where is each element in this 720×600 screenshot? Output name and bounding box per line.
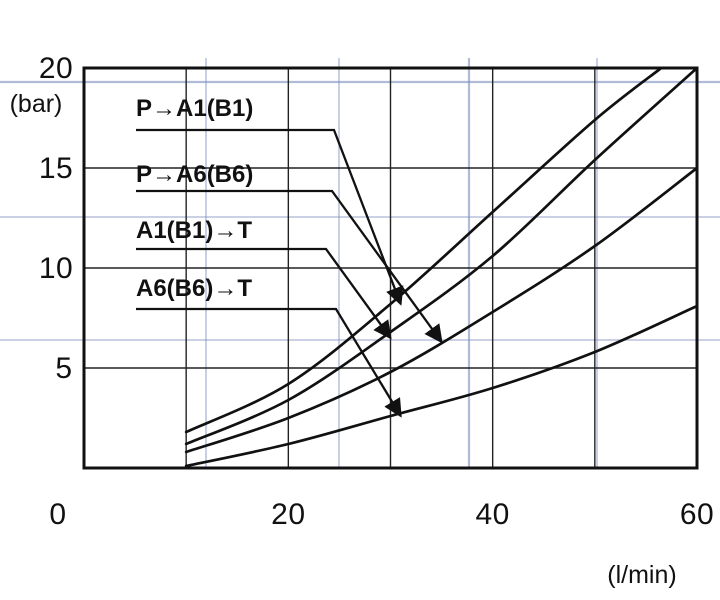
plot-frame <box>82 66 699 470</box>
background-grid <box>0 58 720 468</box>
y-axis-unit-label: (bar) <box>10 90 63 118</box>
annotation-label-1: P→A1(B1) <box>136 95 253 122</box>
annotation-label-4: A6(B6)→T <box>136 275 252 302</box>
x-tick-label: 20 <box>271 498 305 531</box>
series-line-1 <box>184 66 663 434</box>
plot-grid <box>84 68 697 468</box>
annotations: P→A1(B1) P→A6(B6) A1(B1)→T A6(B6)→T <box>136 95 443 418</box>
series-line-2 <box>184 66 699 446</box>
x-axis-unit-label: (l/min) <box>607 561 676 589</box>
series-lines <box>184 66 699 468</box>
y-tick-label: 15 <box>39 152 73 185</box>
series-line-4 <box>184 304 699 468</box>
origin-label: 0 <box>49 498 66 531</box>
y-tick-label: 10 <box>39 252 73 285</box>
annotation-label-2: P→A6(B6) <box>136 161 253 188</box>
series-line-3 <box>184 166 699 454</box>
axis-ticks: 5 10 15 20 20 40 60 <box>39 52 714 531</box>
annotation-label-3: A1(B1)→T <box>136 217 252 244</box>
annotation-arrow-4 <box>136 307 402 418</box>
annotation-arrow-1 <box>136 128 404 306</box>
x-tick-label: 60 <box>680 498 714 531</box>
y-tick-label: 20 <box>39 52 73 85</box>
annotation-arrow-2 <box>136 189 443 344</box>
y-tick-label: 5 <box>55 352 72 385</box>
x-tick-label: 40 <box>475 498 509 531</box>
annotation-arrow-3 <box>136 247 392 340</box>
